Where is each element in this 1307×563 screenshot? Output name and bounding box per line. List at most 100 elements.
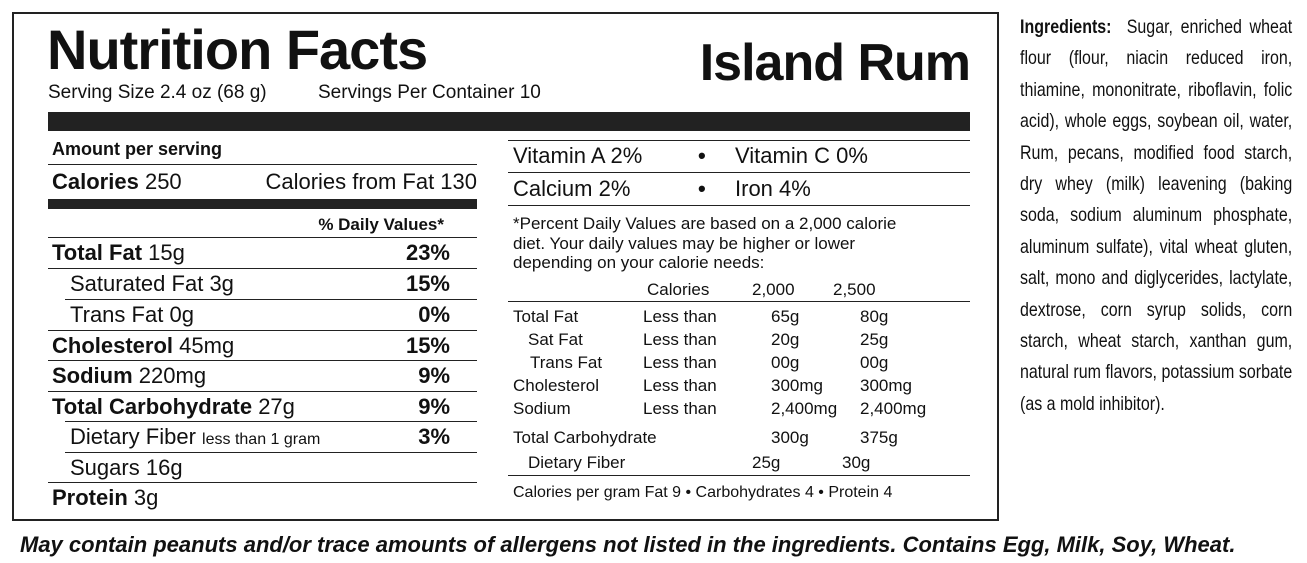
table-cell: 00g: [771, 353, 800, 372]
nutrient-row: Protein 3g: [52, 487, 158, 509]
table-cell: 300g: [771, 428, 809, 447]
table-cell: 25g: [752, 453, 781, 472]
nutrient-label: Sugars: [70, 455, 140, 480]
separator: [48, 237, 477, 238]
bullet: •: [698, 143, 706, 168]
vitamin-name: Vitamin C: [735, 143, 830, 168]
table-cell: 30g: [842, 453, 871, 472]
table-cell: Total Carbohydrate: [513, 428, 657, 447]
table-cell: 25g: [860, 330, 889, 349]
nutrient-label: Dietary Fiber: [70, 424, 196, 449]
vitamin-name: Calcium: [513, 176, 593, 201]
nutrient-amount: 220mg: [138, 363, 207, 388]
vitamin: Calcium 2%: [513, 178, 630, 200]
separator: [65, 299, 477, 300]
vitamin-name: Vitamin A: [513, 143, 605, 168]
table-header: 2,000: [752, 280, 795, 299]
allergen-statement: May contain peanuts and/or trace amounts…: [20, 532, 1236, 557]
separator: [48, 482, 477, 483]
thick-bar: [48, 112, 970, 131]
table-cell: Cholesterol: [513, 376, 599, 395]
calories-per-gram: Calories per gram Fat 9 • Carbohydrates …: [513, 484, 893, 501]
nutrient-amount: 3g: [209, 271, 234, 296]
product-name: Island Rum: [699, 34, 971, 92]
nutrient-label: Saturated Fat: [70, 271, 204, 296]
ingredients-label: Ingredients:: [1020, 16, 1112, 38]
nutrient-row: Sodium 220mg: [52, 365, 206, 387]
vitamin-dv: 0%: [836, 143, 868, 168]
calories-value: 250: [144, 169, 182, 194]
table-cell: 300mg: [771, 376, 823, 395]
table-cell: Less than: [643, 376, 717, 395]
nutrient-row: Saturated Fat 3g: [70, 273, 234, 295]
nutrient-row: Trans Fat 0g: [70, 304, 194, 326]
table-cell: Trans Fat: [530, 353, 603, 372]
calories: Calories 250: [52, 171, 182, 193]
bullet: •: [698, 176, 706, 201]
table-cell: Less than: [643, 307, 717, 326]
table-header: 2,500: [833, 280, 876, 299]
table-cell: 20g: [771, 330, 800, 349]
nutrient-dv: 15%: [405, 271, 450, 296]
table-cell: Total Fat: [513, 307, 579, 326]
nutrient-row: Total Carbohydrate 27g: [52, 396, 295, 418]
calories-label: Calories: [52, 169, 139, 194]
nutrient-row: Sugars 16g: [70, 457, 183, 479]
medium-bar: [48, 199, 477, 209]
separator: [65, 421, 477, 422]
vitamin: Iron 4%: [735, 178, 811, 200]
separator: [508, 140, 970, 141]
separator: [508, 301, 970, 302]
separator: [65, 452, 477, 453]
nutrient-label: Cholesterol: [52, 333, 174, 358]
separator: [48, 164, 477, 165]
table-cell: 65g: [771, 307, 800, 326]
table-cell: Less than: [643, 399, 717, 418]
title: Nutrition Facts: [47, 18, 428, 81]
ingredients: Ingredients: Sugar, enriched wheat flour…: [1020, 12, 1292, 420]
nutrient-amount: 0g: [169, 302, 194, 327]
ingredients-text: Sugar, enriched wheat flour (flour, niac…: [1020, 16, 1293, 415]
nutrient-label: Sodium: [52, 363, 133, 388]
nutrient-label: Trans Fat: [70, 302, 164, 327]
table-header: Calories: [647, 280, 710, 299]
separator: [48, 360, 477, 361]
table-cell: Sat Fat: [528, 330, 583, 349]
nutrient-amount: 16g: [145, 455, 183, 480]
amount-per-serving: Amount per serving: [52, 139, 223, 159]
footnote: *Percent Daily Values are based on a 2,0…: [513, 214, 897, 272]
nutrient-dv: 0%: [418, 302, 450, 327]
servings-per-container: Servings Per Container 10: [318, 82, 541, 103]
serving-size: Serving Size 2.4 oz (68 g): [48, 82, 267, 103]
nutrient-dv: 9%: [418, 363, 450, 388]
nutrient-row: Total Fat 15g: [52, 242, 185, 264]
vitamin: Vitamin C 0%: [735, 145, 868, 167]
separator: [508, 205, 970, 206]
nutrient-label: Total Fat: [52, 240, 143, 265]
separator: [508, 172, 970, 173]
nutrient-label: Total Carbohydrate: [52, 394, 253, 419]
table-cell: Less than: [643, 353, 717, 372]
nutrient-row: Dietary Fiber less than 1 gram: [70, 426, 320, 448]
table-cell: 375g: [860, 428, 898, 447]
vitamin-dv: 2%: [598, 176, 631, 201]
nutrient-amount: 15g: [148, 240, 185, 265]
vitamin-dv: 4%: [779, 176, 811, 201]
table-cell: 80g: [860, 307, 889, 326]
calories-from-fat: Calories from Fat 130: [265, 169, 477, 194]
nutrient-label: Protein: [52, 485, 128, 510]
separator: [48, 268, 477, 269]
table-cell: Dietary Fiber: [528, 453, 626, 472]
nutrient-amount: 45mg: [179, 333, 235, 358]
nutrient-amount: 27g: [258, 394, 295, 419]
nutrient-dv: 23%: [405, 240, 450, 265]
vitamin-dv: 2%: [610, 143, 643, 168]
vitamin-name: Iron: [735, 176, 773, 201]
table-cell: Less than: [643, 330, 717, 349]
nutrient-row: Cholesterol 45mg: [52, 335, 234, 357]
vitamin: Vitamin A 2%: [513, 145, 642, 167]
table-cell: 300mg: [860, 376, 912, 395]
nutrient-dv: 15%: [405, 333, 450, 358]
table-cell: 2,400mg: [771, 399, 838, 418]
